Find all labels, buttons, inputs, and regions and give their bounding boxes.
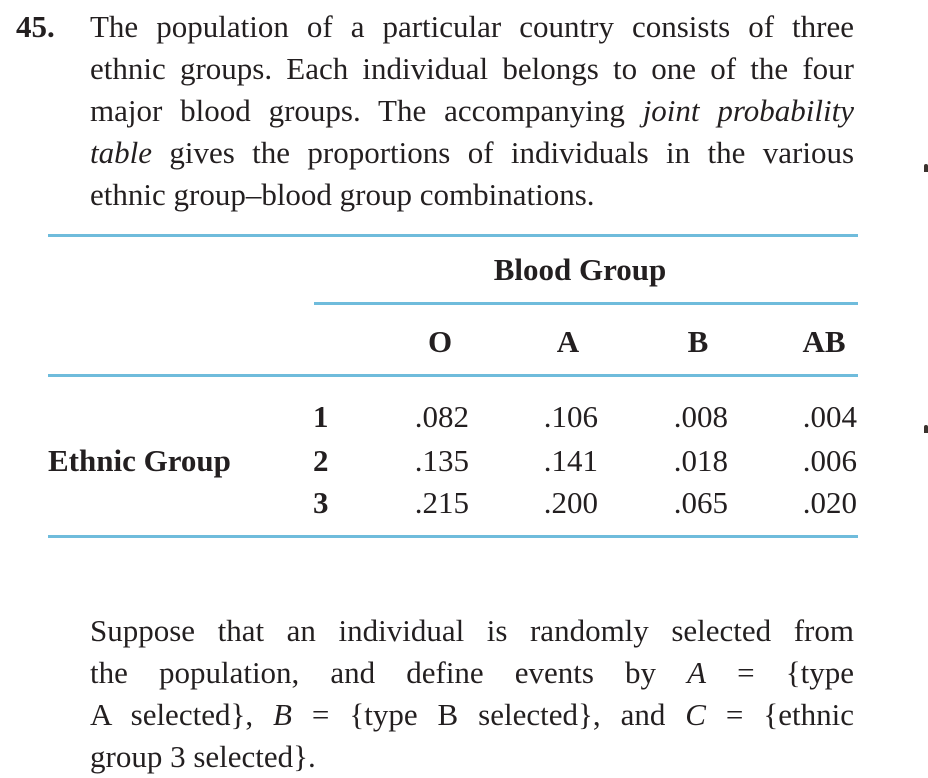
outro-line-1: Suppose that an individual is randomly s…	[90, 613, 854, 648]
table-top-rule	[48, 234, 858, 237]
cell-r3-ab: .020	[802, 485, 857, 520]
header-bottom-rule	[48, 374, 858, 377]
outro-line-4: group 3 selected}.	[90, 739, 316, 774]
outro-line-2: the population, and define events by A =…	[90, 652, 854, 694]
cell-r1-a: .106	[543, 399, 598, 434]
row-label-3: 3	[313, 485, 329, 520]
event-a-definition: = {type	[706, 655, 854, 690]
event-c-definition: = {ethnic	[705, 697, 854, 732]
cell-r3-b: .065	[673, 485, 728, 520]
event-c-variable: C	[685, 697, 706, 732]
column-header-b: B	[687, 324, 709, 359]
problem-events: Suppose that an individual is randomly s…	[90, 610, 854, 778]
table-term: table	[90, 135, 152, 170]
cell-r1-b: .008	[673, 399, 728, 434]
column-group-rule	[314, 302, 858, 305]
column-header-a: A	[556, 324, 580, 359]
cell-r2-a: .141	[543, 443, 598, 478]
intro-line-4: table gives the proportions of individua…	[90, 132, 854, 174]
outro-line-3: A selected}, B = {type B selected}, and …	[90, 694, 854, 736]
intro-line-3-text: major blood groups. The accompanying	[90, 93, 643, 128]
cell-r3-a: .200	[543, 485, 598, 520]
intro-line-4-text: gives the proportions of individuals in …	[169, 135, 855, 170]
column-group-label: Blood Group	[493, 252, 667, 287]
cell-r2-b: .018	[673, 443, 728, 478]
cell-r1-o: .082	[414, 399, 469, 434]
row-label-2: 2	[313, 443, 329, 478]
outro-line-2-text: the population, and define events by	[90, 655, 688, 690]
column-header-ab: AB	[802, 324, 846, 359]
cropped-glyph-fragment	[924, 164, 928, 172]
intro-line-5: ethnic group–blood group combinations.	[90, 177, 595, 212]
problem-number: 45.	[16, 9, 55, 44]
row-group-label: Ethnic Group	[48, 443, 231, 478]
table-bottom-rule	[48, 535, 858, 538]
cell-r1-ab: .004	[802, 399, 857, 434]
cell-r2-ab: .006	[802, 443, 857, 478]
cell-r2-o: .135	[414, 443, 469, 478]
event-a-variable: A	[687, 655, 707, 690]
cropped-glyph-fragment	[924, 425, 928, 433]
intro-line-3: major blood groups. The accompanying joi…	[90, 90, 854, 132]
outro-line-3-text: A selected},	[90, 697, 274, 732]
cell-r3-o: .215	[414, 485, 469, 520]
row-label-1: 1	[313, 399, 329, 434]
joint-probability-term: joint probability	[642, 93, 854, 128]
problem-intro: The population of a particular country c…	[90, 6, 854, 216]
intro-line-2: ethnic groups. Each individual belongs t…	[90, 51, 854, 86]
event-b-variable: B	[273, 697, 292, 732]
event-b-definition: = {type B selected}, and	[291, 697, 686, 732]
intro-line-1: The population of a particular country c…	[90, 9, 854, 44]
column-header-o: O	[427, 324, 453, 359]
